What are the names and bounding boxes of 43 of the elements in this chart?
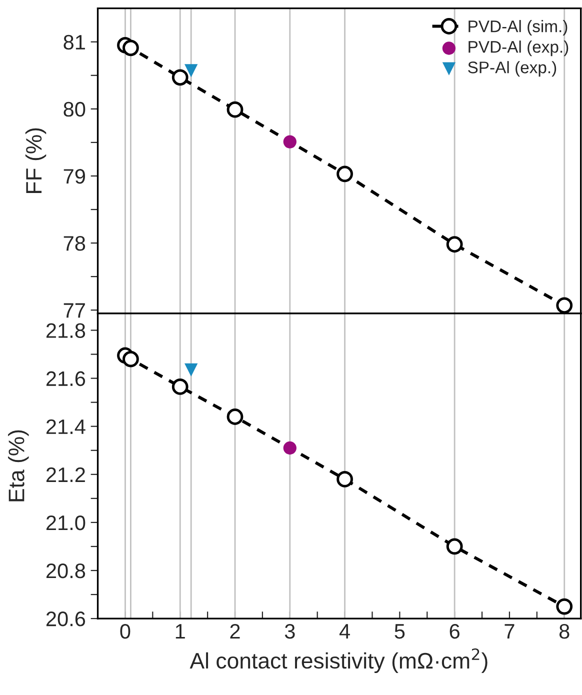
point [283, 135, 296, 148]
point [336, 166, 353, 182]
y-tick-label: 20.8 [46, 564, 86, 578]
point [122, 40, 139, 56]
y-tick-label: 78 [64, 236, 86, 251]
y-tick-label: 81 [64, 34, 85, 50]
y-tick-label: 20.6 [46, 612, 86, 626]
point [446, 236, 463, 253]
legend-label: PVD-Al (exp.) [468, 40, 568, 56]
x-tick-label: 7 [504, 624, 514, 639]
y-tick-label: 21.0 [46, 515, 86, 530]
x-tick-label: 1 [176, 624, 185, 639]
x-tick-label: 5 [394, 624, 405, 639]
y-tick-label: 77 [64, 303, 85, 318]
y-tick-label: 80 [64, 102, 86, 117]
legend-label: SP-Al (exp.) [468, 61, 556, 77]
x-tick-label: 3 [284, 624, 295, 639]
y-tick-label: 21.4 [46, 419, 86, 434]
point [184, 363, 198, 376]
point [226, 408, 244, 425]
point [556, 297, 573, 314]
y-tick-label: 21.8 [46, 323, 86, 338]
y-axis-title: Eta (%) [8, 430, 29, 502]
point [122, 350, 139, 368]
x-tick-label: 6 [450, 624, 460, 639]
legend-label: PVD-Al (sim.) [468, 20, 568, 36]
point [172, 378, 188, 395]
y-tick-label: 21.2 [46, 467, 85, 482]
point [184, 64, 198, 78]
point [172, 69, 188, 86]
point [283, 441, 296, 455]
y-tick-label: 21.6 [46, 371, 86, 386]
point [226, 101, 244, 118]
y-axis-title: FF (%) [25, 128, 46, 194]
x-tick-label: 0 [120, 624, 130, 639]
x-axis-title: Al contact resistivity (mΩ·cm$^{2}$) [190, 648, 488, 674]
x-tick-label: 2 [230, 624, 240, 639]
point [336, 471, 353, 488]
x-tick-label: 8 [559, 624, 570, 639]
point [446, 538, 463, 555]
point [556, 598, 573, 615]
y-tick-label: 79 [64, 168, 85, 184]
x-tick-label: 4 [339, 624, 350, 639]
